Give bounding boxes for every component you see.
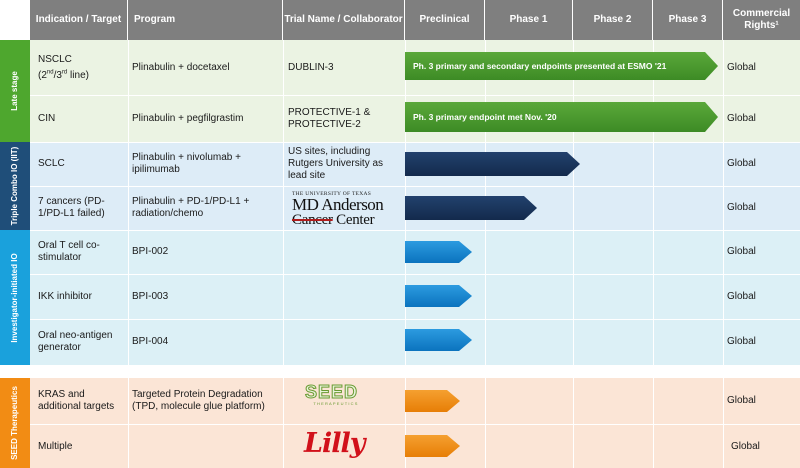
row-program: Targeted Protein Degradation (TPD, molec… <box>132 389 265 412</box>
row-rights: Global <box>727 336 756 347</box>
row-rights: Global <box>731 440 760 452</box>
progress-arrow <box>405 285 472 307</box>
grid-line <box>283 40 284 468</box>
row-indication: IKK inhibitor <box>38 290 92 302</box>
header-indication: Indication / Target <box>30 0 128 40</box>
header-phase1: Phase 1 <box>485 0 573 40</box>
row-program: BPI-003 <box>132 290 169 302</box>
seed-therapeutics-logo: SEED THERAPEUTICS <box>305 382 359 407</box>
grid-line <box>723 40 724 468</box>
progress-arrow: Ph. 3 primary and secondary endpoints pr… <box>405 52 718 80</box>
group-late-stage: Late stage <box>0 40 30 142</box>
grid-line <box>30 319 800 320</box>
header-program: Program <box>128 0 283 40</box>
row-rights: Global <box>727 62 756 73</box>
grid-line <box>128 40 129 468</box>
row-rights: Global <box>727 246 756 257</box>
header-rights: Commercial Rights¹ <box>723 0 800 40</box>
row-indication: Oral neo-antigen generator <box>38 330 113 353</box>
grid-line <box>30 186 800 187</box>
progress-arrow: Ph. 3 primary endpoint met Nov. '20 <box>405 102 718 132</box>
grid-line <box>653 40 654 468</box>
row-program: Plinabulin + nivolumab + ipilimumab <box>132 152 241 175</box>
grid-line <box>30 95 800 96</box>
row-trial: PROTECTIVE-1 & PROTECTIVE-2 <box>288 106 371 130</box>
row-program: Plinabulin + PD-1/PD-L1 + radiation/chem… <box>132 196 250 219</box>
row-program: Plinabulin + docetaxel <box>132 62 230 73</box>
group-seed: SEED Therapeutics <box>0 378 30 468</box>
row-program: BPI-004 <box>132 336 169 347</box>
grid-line <box>30 230 800 231</box>
progress-arrow <box>405 152 580 176</box>
grid-line <box>30 424 800 425</box>
grid-line <box>573 40 574 468</box>
progress-arrow <box>405 435 460 457</box>
row-trial: DUBLIN-3 <box>288 62 334 73</box>
group-triple-combo: Triple Combo IO (IIT) <box>0 142 30 230</box>
md-anderson-logo: THE UNIVERSITY OF TEXAS MD Anderson Canc… <box>292 191 384 228</box>
row-indication: NSCLC (2nd/3rd line) <box>38 54 89 81</box>
row-rights: Global <box>727 395 756 406</box>
row-program: BPI-002 <box>132 246 169 257</box>
row-rights: Global <box>727 290 756 302</box>
progress-arrow <box>405 196 537 220</box>
row-indication: Oral T cell co-stimulator <box>38 240 100 263</box>
header-phase2: Phase 2 <box>573 0 653 40</box>
grid-line <box>30 142 800 143</box>
row-indication: Multiple <box>38 440 73 452</box>
row-indication: CIN <box>38 112 56 124</box>
row-trial: US sites, including Rutgers University a… <box>288 146 384 181</box>
header-preclinical: Preclinical <box>405 0 485 40</box>
lilly-logo: Lilly <box>304 428 365 459</box>
row-rights: Global <box>727 158 756 169</box>
row-rights: Global <box>727 112 756 124</box>
row-rights: Global <box>727 202 756 213</box>
grid-line <box>30 274 800 275</box>
row-indication: SCLC <box>38 158 65 169</box>
row-program: Plinabulin + pegfilgrastim <box>132 112 244 124</box>
grid-line <box>485 40 486 468</box>
row-indication: KRAS and additional targets <box>38 389 115 412</box>
progress-arrow <box>405 390 460 412</box>
group-investigator: Investigator-initiated IO <box>0 230 30 365</box>
progress-arrow <box>405 329 472 351</box>
header-phase3: Phase 3 <box>653 0 723 40</box>
header-trial: Trial Name / Collaborator <box>283 0 405 40</box>
row-indication: 7 cancers (PD-1/PD-L1 failed) <box>38 196 105 219</box>
progress-arrow <box>405 241 472 263</box>
